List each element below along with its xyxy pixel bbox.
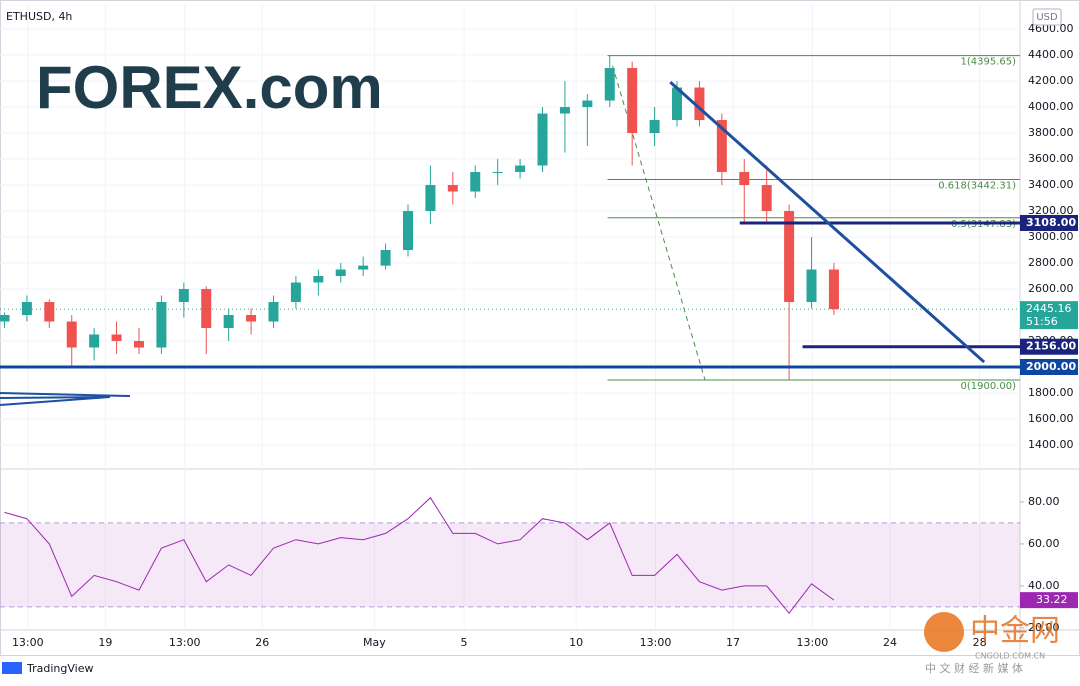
- watermark-name: 中金网: [970, 614, 1060, 649]
- symbol: ETHUSD, 4h: [6, 10, 72, 23]
- x-tick-label: 13:00: [169, 636, 201, 649]
- candle-body: [268, 302, 279, 322]
- y-tick-label: 4000.00: [1028, 100, 1074, 113]
- candle-body: [89, 334, 100, 348]
- countdown: 51:56: [1026, 315, 1058, 328]
- watermark-slogan: 中 文 财 经 新 媒 体: [925, 661, 1023, 675]
- x-tick-label: 5: [461, 636, 468, 649]
- level-box: [1020, 338, 1078, 355]
- candle-body: [380, 250, 391, 266]
- rsi-last-box: [1020, 592, 1078, 609]
- candle-body: [806, 269, 817, 303]
- candle-body: [156, 302, 167, 348]
- candle-body: [44, 302, 55, 322]
- trendline: [669, 80, 986, 364]
- candle-body: [828, 269, 839, 310]
- currency-box: [1032, 8, 1062, 26]
- watermark-icon: [924, 612, 964, 652]
- y-tick-label: 2600.00: [1028, 282, 1074, 295]
- candle-body: [694, 87, 705, 121]
- y-tick-label: 3400.00: [1028, 178, 1074, 191]
- candle-body: [559, 107, 570, 114]
- rsi-last-label: 33.22: [1036, 593, 1068, 606]
- fib-label: 1(4395.65): [960, 57, 1016, 68]
- x-tick-label: 17: [726, 636, 740, 649]
- candle-body: [290, 282, 301, 303]
- x-tick-label: May: [363, 636, 386, 649]
- candle-body: [66, 321, 77, 348]
- rsi-tick-label: 20.00: [1028, 621, 1060, 634]
- y-tick-label: 1600.00: [1028, 412, 1074, 425]
- candle-body: [111, 334, 122, 342]
- candle-body: [537, 113, 548, 166]
- y-tick-label: 3600.00: [1028, 152, 1074, 165]
- pennant: [0, 392, 131, 406]
- y-tick-label: 1400.00: [1028, 438, 1074, 451]
- rsi-tick-label: 80.00: [1028, 495, 1060, 508]
- candle-body: [201, 289, 212, 329]
- candle-body: [246, 315, 257, 322]
- tv-icon: [2, 662, 22, 674]
- candle-body: [178, 289, 189, 303]
- rsi-tick-label: 60.00: [1028, 537, 1060, 550]
- fib-label: 0(1900.00): [960, 381, 1016, 392]
- x-tick-label: 13:00: [12, 636, 44, 649]
- candle-body: [784, 211, 795, 303]
- candle-body: [403, 211, 413, 251]
- candle-body: [0, 315, 10, 322]
- level-label: 2156.00: [1026, 340, 1076, 353]
- last-label: 2445.16: [1026, 302, 1072, 315]
- x-tick-label: 13:00: [640, 636, 672, 649]
- y-tick-label: 3200.00: [1028, 204, 1074, 217]
- candle-body: [313, 276, 324, 283]
- candle-body: [672, 87, 683, 121]
- x-tick-label: 26: [255, 636, 269, 649]
- candle-body: [223, 315, 234, 329]
- x-tick-label: 13:00: [797, 636, 829, 649]
- logo: FOREX.com: [36, 54, 383, 121]
- candle-body: [425, 185, 436, 212]
- fib-diagonal: [612, 65, 706, 381]
- y-tick-label: 1800.00: [1028, 386, 1074, 399]
- y-tick-label: 2800.00: [1028, 256, 1074, 269]
- candle-body: [358, 265, 369, 270]
- y-tick-label: 4200.00: [1028, 74, 1074, 87]
- candle-body: [470, 172, 481, 192]
- candle-body: [582, 100, 593, 108]
- last-box: [1020, 301, 1078, 330]
- candle-body: [761, 185, 772, 212]
- rsi-band: [0, 522, 1020, 607]
- rsi-tick-label: 40.00: [1028, 579, 1060, 592]
- currency: USD: [1036, 12, 1058, 23]
- fib-label: 0.618(3442.31): [938, 181, 1016, 192]
- level-box: [1020, 214, 1078, 231]
- level-box: [1020, 359, 1078, 376]
- x-tick-label: 19: [98, 636, 112, 649]
- rsi-line: [4, 496, 835, 615]
- candle-body: [515, 165, 526, 173]
- tv-brand: TradingView: [26, 662, 93, 675]
- level-label: 2000.00: [1026, 360, 1076, 373]
- y-tick-label: 3800.00: [1028, 126, 1074, 139]
- candle-body: [335, 269, 346, 277]
- candle-body: [492, 172, 503, 174]
- x-tick-label: 10: [569, 636, 583, 649]
- candle-body: [649, 120, 660, 134]
- y-tick-label: 3000.00: [1028, 230, 1074, 243]
- candle-body: [739, 172, 750, 186]
- candle-body: [21, 302, 32, 316]
- candle-body: [133, 341, 144, 348]
- x-tick-label: 28: [973, 636, 987, 649]
- candle-body: [627, 68, 638, 134]
- level-label: 3108.00: [1026, 216, 1076, 229]
- watermark-site: CNGOLD.COM.CN: [975, 652, 1045, 661]
- plot-layer: 1400.001600.001800.002200.002600.002800.…: [0, 5, 1074, 649]
- candle-body: [716, 120, 727, 173]
- y-tick-label: 4400.00: [1028, 48, 1074, 61]
- candle-body: [604, 68, 615, 101]
- candle-body: [447, 185, 458, 192]
- x-tick-label: 24: [883, 636, 897, 649]
